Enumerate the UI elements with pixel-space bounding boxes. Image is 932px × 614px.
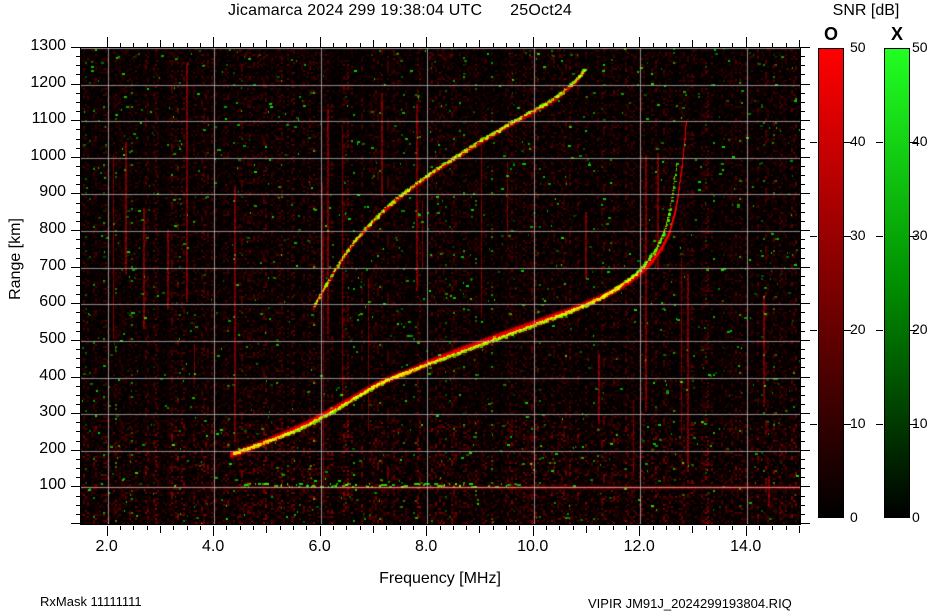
colorbar-tick-mark xyxy=(876,236,883,237)
y-tick-label: 1300 xyxy=(30,37,66,54)
colorbar-tick-label: 50 xyxy=(912,39,928,55)
colorbar-tick-mark xyxy=(910,236,917,237)
colorbar-o-gradient[interactable] xyxy=(818,48,844,518)
page-title: Jicamarca 2024 299 19:38:04 UTC 25Oct24 xyxy=(227,2,573,19)
x-tick-label: 6.0 xyxy=(308,538,331,555)
x-tick-label: 14.0 xyxy=(730,538,762,555)
colorbar-tick-label: 0 xyxy=(912,509,920,525)
ionogram-canvas xyxy=(81,48,800,524)
y-tick-label: 300 xyxy=(39,403,66,421)
colorbar-tick-label: 10 xyxy=(912,415,928,431)
colorbar-x-label: X xyxy=(890,24,903,44)
x-tick-label: 12.0 xyxy=(623,538,655,555)
ionogram-plot-area[interactable] xyxy=(80,47,801,525)
colorbar-tick-mark xyxy=(810,236,817,237)
y-tick-label: 800 xyxy=(39,220,66,238)
colorbar-tick-mark xyxy=(910,330,917,331)
colorbar-title: SNR [dB] xyxy=(832,2,900,19)
colorbar-tick-label: 10 xyxy=(850,415,866,431)
y-tick-label: 1100 xyxy=(31,110,66,128)
x-axis-bottom-ticks xyxy=(80,526,801,536)
rxmask-label: RxMask 11111111 xyxy=(40,594,142,609)
y-tick-label: 500 xyxy=(39,329,66,347)
x-tick-label: 10.0 xyxy=(517,538,549,555)
colorbar-tick-mark xyxy=(910,424,917,425)
colorbar-tick-mark xyxy=(810,142,817,143)
y-tick-label: 1000 xyxy=(30,146,66,164)
y-tick-label: 200 xyxy=(39,439,66,457)
colorbar-o-label: O xyxy=(823,24,838,44)
x-tick-label: 2.0 xyxy=(95,538,118,555)
y-tick-label: 700 xyxy=(39,256,66,274)
y-tick-label: 600 xyxy=(39,293,66,311)
colorbar-tick-mark xyxy=(810,424,817,425)
colorbar-tick-label: 30 xyxy=(912,227,928,243)
colorbar-tick-mark xyxy=(844,142,851,143)
colorbar-tick-label: 20 xyxy=(850,321,866,337)
colorbar-tick-label: 20 xyxy=(912,321,928,337)
colorbar-tick-label: 40 xyxy=(912,133,928,149)
colorbar-tick-label: 40 xyxy=(850,133,866,149)
colorbar-tick-mark xyxy=(844,424,851,425)
x-axis-title: Frequency [MHz] xyxy=(379,570,501,587)
y-tick-label: 1200 xyxy=(30,73,66,91)
y-tick-label: 100 xyxy=(39,476,66,494)
colorbar-tick-label: 50 xyxy=(850,39,866,55)
colorbar-tick-mark xyxy=(876,142,883,143)
y-tick-label: 400 xyxy=(39,366,66,384)
y-tick-label: 900 xyxy=(39,183,66,201)
x-axis-top-ticks xyxy=(80,37,801,47)
colorbar-tick-mark xyxy=(844,330,851,331)
source-file-label: VIPIR JM91J_2024299193804.RIQ xyxy=(588,596,792,611)
colorbar-x-gradient[interactable] xyxy=(884,48,910,518)
y-axis-right-ticks xyxy=(801,47,811,525)
colorbar-tick-mark xyxy=(844,236,851,237)
colorbar-tick-mark xyxy=(876,330,883,331)
colorbar-tick-mark xyxy=(876,424,883,425)
y-axis-left-ticks xyxy=(70,47,80,525)
colorbar-tick-mark xyxy=(910,142,917,143)
colorbar-tick-mark xyxy=(810,330,817,331)
x-tick-label: 8.0 xyxy=(415,538,438,555)
y-axis-title: Range [km] xyxy=(7,218,24,300)
colorbar-tick-label: 0 xyxy=(850,509,858,525)
x-tick-label: 4.0 xyxy=(202,538,225,555)
colorbar-tick-label: 30 xyxy=(850,227,866,243)
